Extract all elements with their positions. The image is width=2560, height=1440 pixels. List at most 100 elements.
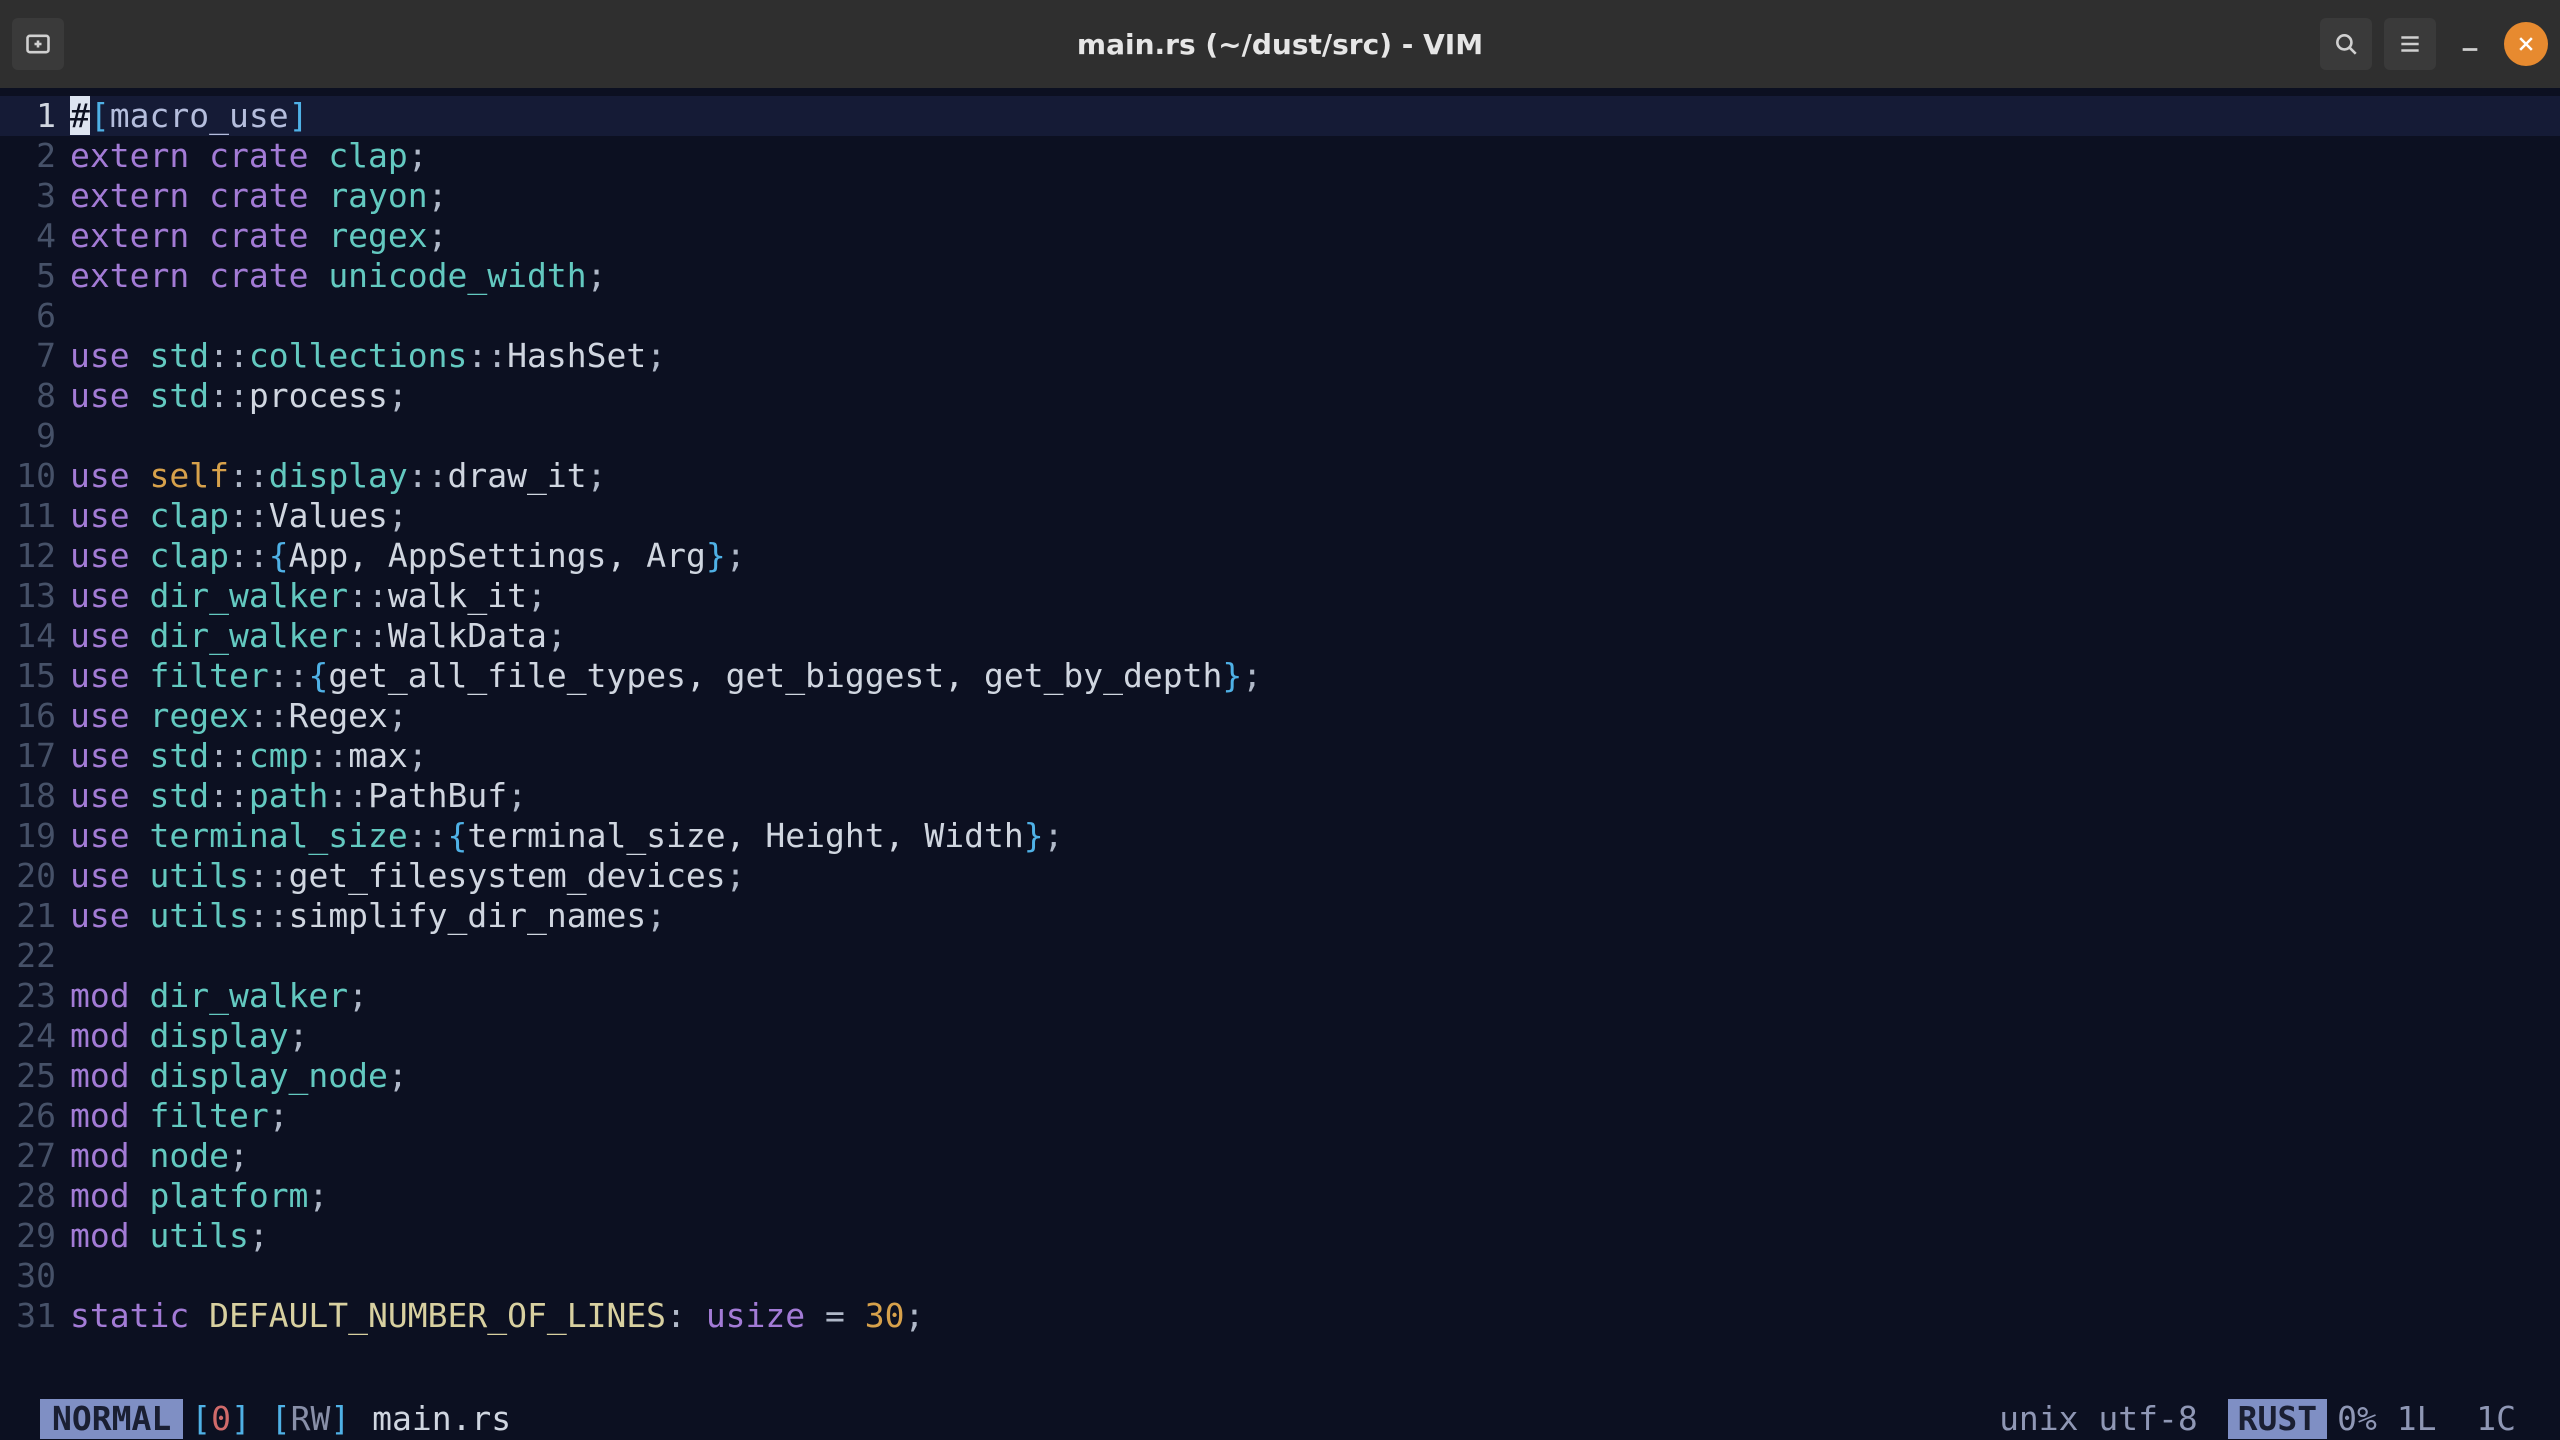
statusbar-rw: [RW] bbox=[271, 1399, 351, 1439]
code-line: 12use clap::{App, AppSettings, Arg}; bbox=[0, 536, 2560, 576]
line-number: 3 bbox=[0, 176, 70, 216]
statusbar-left: NORMAL [0] [RW] main.rs bbox=[40, 1399, 511, 1439]
code-content: mod platform; bbox=[70, 1176, 328, 1216]
code-line: 17use std::cmp::max; bbox=[0, 736, 2560, 776]
code-line: 5extern crate unicode_width; bbox=[0, 256, 2560, 296]
code-line: 25mod display_node; bbox=[0, 1056, 2560, 1096]
code-content: mod display_node; bbox=[70, 1056, 408, 1096]
code-line: 1#[macro_use] bbox=[0, 96, 2560, 136]
line-number: 19 bbox=[0, 816, 70, 856]
code-line: 22 bbox=[0, 936, 2560, 976]
line-number: 27 bbox=[0, 1136, 70, 1176]
code-content: use clap::{App, AppSettings, Arg}; bbox=[70, 536, 746, 576]
code-content: use regex::Regex; bbox=[70, 696, 408, 736]
new-tab-button[interactable] bbox=[12, 18, 64, 70]
code-content: use std::collections::HashSet; bbox=[70, 336, 666, 376]
code-line: 7use std::collections::HashSet; bbox=[0, 336, 2560, 376]
code-line: 16use regex::Regex; bbox=[0, 696, 2560, 736]
statusbar-filetype: RUST bbox=[2228, 1399, 2327, 1439]
line-number: 24 bbox=[0, 1016, 70, 1056]
line-number: 15 bbox=[0, 656, 70, 696]
line-number: 8 bbox=[0, 376, 70, 416]
statusbar-line: 1L bbox=[2397, 1399, 2437, 1439]
code-content: extern crate clap; bbox=[70, 136, 428, 176]
code-content: mod display; bbox=[70, 1016, 308, 1056]
line-number: 21 bbox=[0, 896, 70, 936]
line-number: 14 bbox=[0, 616, 70, 656]
line-number: 6 bbox=[0, 296, 70, 336]
code-content: use utils::get_filesystem_devices; bbox=[70, 856, 746, 896]
statusbar-right: unix utf-8 RUST 0% 1L 1C bbox=[1999, 1399, 2516, 1439]
code-lines: 1#[macro_use]2extern crate clap;3extern … bbox=[0, 96, 2560, 1336]
code-content: use utils::simplify_dir_names; bbox=[70, 896, 666, 936]
code-content: mod filter; bbox=[70, 1096, 289, 1136]
statusbar-fileformat: unix bbox=[1999, 1399, 2078, 1439]
menu-button[interactable] bbox=[2384, 18, 2436, 70]
code-line: 20use utils::get_filesystem_devices; bbox=[0, 856, 2560, 896]
line-number: 23 bbox=[0, 976, 70, 1016]
code-line: 24mod display; bbox=[0, 1016, 2560, 1056]
code-content: use std::cmp::max; bbox=[70, 736, 428, 776]
code-line: 9 bbox=[0, 416, 2560, 456]
line-number: 9 bbox=[0, 416, 70, 456]
new-tab-icon bbox=[24, 30, 52, 58]
code-line: 6 bbox=[0, 296, 2560, 336]
titlebar-right bbox=[2320, 18, 2548, 70]
line-number: 30 bbox=[0, 1256, 70, 1296]
line-number: 2 bbox=[0, 136, 70, 176]
code-line: 29mod utils; bbox=[0, 1216, 2560, 1256]
code-content: mod utils; bbox=[70, 1216, 269, 1256]
search-button[interactable] bbox=[2320, 18, 2372, 70]
line-number: 1 bbox=[0, 96, 70, 136]
editor-area[interactable]: 1#[macro_use]2extern crate clap;3extern … bbox=[0, 88, 2560, 1440]
search-icon bbox=[2333, 31, 2359, 57]
hamburger-icon bbox=[2397, 31, 2423, 57]
line-number: 7 bbox=[0, 336, 70, 376]
code-content: use dir_walker::WalkData; bbox=[70, 616, 567, 656]
code-content: use self::display::draw_it; bbox=[70, 456, 607, 496]
titlebar-left bbox=[12, 18, 64, 70]
close-button[interactable] bbox=[2504, 22, 2548, 66]
code-line: 30 bbox=[0, 1256, 2560, 1296]
statusbar-filename: main.rs bbox=[372, 1399, 511, 1439]
minimize-button[interactable] bbox=[2448, 22, 2492, 66]
line-number: 4 bbox=[0, 216, 70, 256]
line-number: 10 bbox=[0, 456, 70, 496]
line-number: 20 bbox=[0, 856, 70, 896]
statusbar-col: 1C bbox=[2476, 1399, 2516, 1439]
line-number: 16 bbox=[0, 696, 70, 736]
code-content: extern crate rayon; bbox=[70, 176, 448, 216]
line-number: 17 bbox=[0, 736, 70, 776]
minimize-icon bbox=[2459, 33, 2481, 55]
line-number: 26 bbox=[0, 1096, 70, 1136]
code-line: 18use std::path::PathBuf; bbox=[0, 776, 2560, 816]
statusbar-percent: 0% bbox=[2337, 1399, 2377, 1439]
code-content: static DEFAULT_NUMBER_OF_LINES: usize = … bbox=[70, 1296, 924, 1336]
code-content: use std::path::PathBuf; bbox=[70, 776, 527, 816]
code-content: use std::process; bbox=[70, 376, 408, 416]
code-line: 10use self::display::draw_it; bbox=[0, 456, 2560, 496]
titlebar: main.rs (~/dust/src) - VIM bbox=[0, 0, 2560, 88]
code-line: 21use utils::simplify_dir_names; bbox=[0, 896, 2560, 936]
code-content: extern crate regex; bbox=[70, 216, 448, 256]
line-number: 29 bbox=[0, 1216, 70, 1256]
code-line: 31static DEFAULT_NUMBER_OF_LINES: usize … bbox=[0, 1296, 2560, 1336]
line-number: 25 bbox=[0, 1056, 70, 1096]
line-number: 31 bbox=[0, 1296, 70, 1336]
code-line: 27mod node; bbox=[0, 1136, 2560, 1176]
code-line: 13use dir_walker::walk_it; bbox=[0, 576, 2560, 616]
code-content: use clap::Values; bbox=[70, 496, 408, 536]
line-number: 28 bbox=[0, 1176, 70, 1216]
code-line: 4extern crate regex; bbox=[0, 216, 2560, 256]
line-number: 12 bbox=[0, 536, 70, 576]
code-line: 28mod platform; bbox=[0, 1176, 2560, 1216]
code-line: 3extern crate rayon; bbox=[0, 176, 2560, 216]
code-line: 14use dir_walker::WalkData; bbox=[0, 616, 2560, 656]
line-number: 11 bbox=[0, 496, 70, 536]
code-line: 15use filter::{get_all_file_types, get_b… bbox=[0, 656, 2560, 696]
code-content: mod node; bbox=[70, 1136, 249, 1176]
statusbar-encoding: utf-8 bbox=[2098, 1399, 2197, 1439]
code-line: 23mod dir_walker; bbox=[0, 976, 2560, 1016]
code-line: 26mod filter; bbox=[0, 1096, 2560, 1136]
line-number: 5 bbox=[0, 256, 70, 296]
